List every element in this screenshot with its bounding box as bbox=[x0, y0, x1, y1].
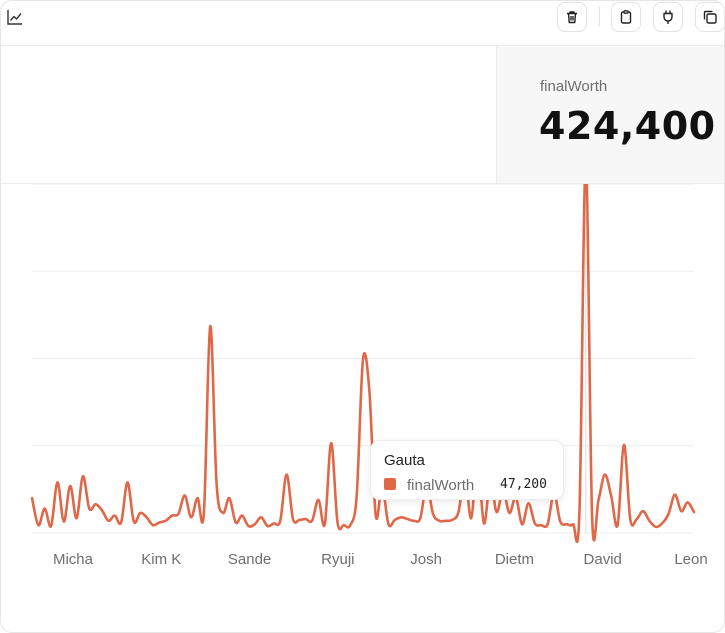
x-tick-label: Sande bbox=[228, 551, 271, 568]
x-tick-label: Micha bbox=[53, 551, 94, 568]
x-tick-label: Dietm bbox=[495, 551, 534, 568]
x-tick-label: David bbox=[584, 551, 622, 568]
clipboard-icon bbox=[620, 10, 632, 24]
trash-icon bbox=[567, 11, 577, 24]
toolbar-divider bbox=[599, 7, 600, 27]
delete-button[interactable] bbox=[557, 2, 587, 32]
tooltip-series-swatch bbox=[384, 478, 396, 490]
plug-icon bbox=[663, 10, 673, 24]
kpi-card: finalWorth 424,400 bbox=[496, 46, 724, 183]
x-tick-label: Josh bbox=[410, 551, 442, 568]
chart-toolbar bbox=[1, 1, 724, 46]
chart-tooltip: Gauta finalWorth 47,200 bbox=[370, 440, 564, 500]
tooltip-value: 47,200 bbox=[500, 477, 547, 492]
tooltip-title: Gauta bbox=[384, 452, 425, 469]
copy-icon bbox=[703, 10, 717, 24]
x-tick-label: Leon bbox=[674, 551, 707, 568]
connect-button[interactable] bbox=[653, 2, 683, 32]
x-axis-ticks: Micha Kim K Sande Ryuji Josh Dietm David Leon bbox=[53, 551, 708, 568]
line-chart-icon[interactable] bbox=[6, 8, 24, 26]
x-tick-label: Ryuji bbox=[321, 551, 354, 568]
kpi-label: finalWorth bbox=[540, 78, 608, 95]
x-tick-label: Kim K bbox=[141, 551, 181, 568]
series-line-finalWorth bbox=[30, 184, 696, 544]
kpi-value: 424,400 bbox=[539, 104, 716, 148]
kpi-row: finalWorth 424,400 bbox=[1, 46, 724, 184]
clipboard-button[interactable] bbox=[611, 2, 641, 32]
line-chart[interactable]: Micha Kim K Sande Ryuji Josh Dietm David Leon bbox=[1, 184, 724, 624]
tooltip-series-name: finalWorth bbox=[407, 477, 475, 494]
duplicate-button[interactable] bbox=[695, 2, 724, 32]
